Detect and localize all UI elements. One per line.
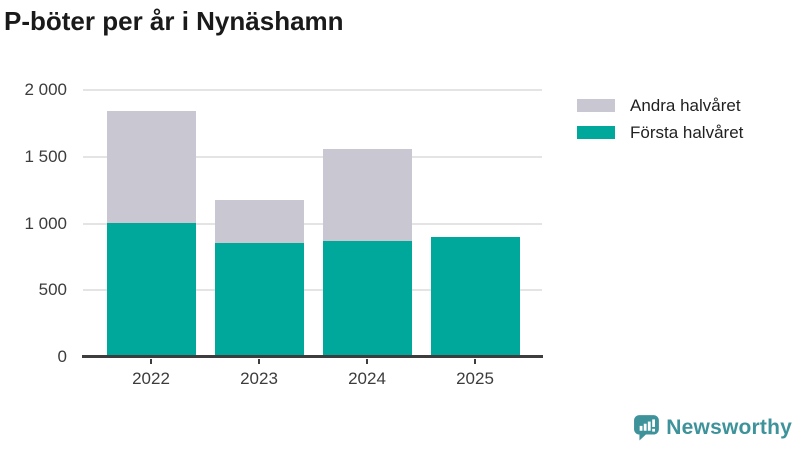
- legend: Andra halvåret Första halvåret: [577, 92, 743, 146]
- newsworthy-logo-text: Newsworthy: [666, 415, 792, 439]
- bar-segment-2023-Andra halvåret: [214, 200, 304, 243]
- y-axis-label-0: 0: [57, 347, 67, 366]
- x-axis-label-2025: 2025: [456, 369, 494, 388]
- y-axis-label-1000: 1 000: [24, 213, 67, 233]
- bar-segment-2025-Första halvåret: [430, 236, 520, 357]
- bar-segment-2022-Första halvåret: [106, 222, 196, 357]
- legend-swatch: [577, 126, 615, 139]
- bar-segment-2023-Första halvåret: [214, 242, 304, 357]
- y-axis-label-2000: 2 000: [24, 80, 67, 99]
- x-axis-tick-2023: [258, 359, 260, 364]
- gridline-500: [83, 289, 542, 292]
- bar-segment-2024-Första halvåret: [322, 240, 412, 357]
- x-axis-label-2024: 2024: [348, 369, 386, 388]
- legend-label: Andra halvåret: [630, 95, 741, 115]
- bar-segment-2024-Andra halvåret: [322, 148, 412, 241]
- x-axis-tick-2024: [366, 359, 368, 364]
- legend-swatch: [577, 99, 615, 112]
- gridline-1500: [83, 155, 542, 158]
- legend-label: Första halvåret: [630, 122, 744, 142]
- x-axis-line: [82, 355, 543, 358]
- bar-segment-2022-Andra halvåret: [106, 110, 196, 223]
- newsworthy-logo-icon: [634, 414, 666, 441]
- x-axis-tick-2025: [474, 359, 476, 364]
- legend-item: Första halvåret: [577, 119, 743, 146]
- legend-item: Andra halvåret: [577, 92, 743, 119]
- brand-footer: Newsworthy: [634, 414, 792, 441]
- y-axis-label-1500: 1 500: [24, 146, 67, 166]
- x-axis-tick-2022: [150, 359, 152, 364]
- gridline-2000: [83, 89, 542, 91]
- gridline-1000: [83, 222, 542, 225]
- chart-title: P-böter per år i Nynäshamn: [4, 6, 344, 36]
- x-axis-label-2022: 2022: [132, 369, 170, 388]
- x-axis-label-2023: 2023: [240, 369, 278, 388]
- y-axis-label-500: 500: [38, 280, 67, 300]
